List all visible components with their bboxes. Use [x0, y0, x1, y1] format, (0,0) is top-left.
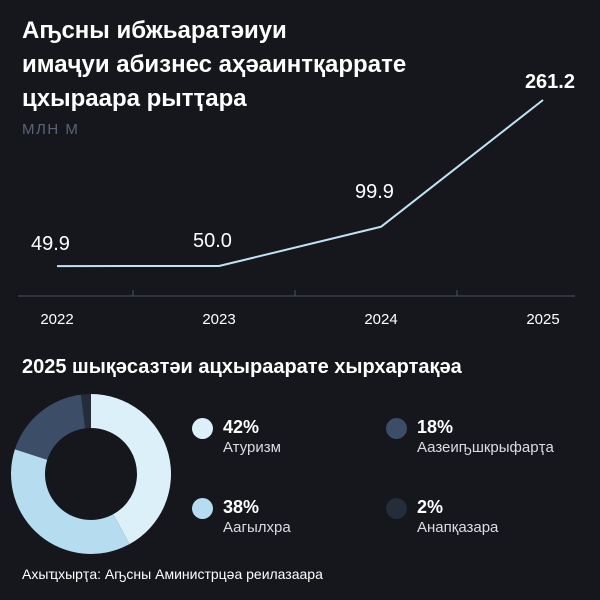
source-note: Ахыҵхырҭа: Аҧсны Аминистрцәа реилазаара: [22, 566, 323, 582]
series-line: [56, 99, 544, 268]
slice-tourism: [91, 394, 172, 545]
legend-pct-tourism: 42%: [223, 417, 260, 437]
line-chart: 2022 2023 2024 2025 49.9 50.0 99.9 261.2: [18, 71, 575, 328]
data-label: 261.2: [525, 71, 575, 93]
data-label: 50.0: [193, 230, 232, 252]
legend-label-other: Анапқазара: [417, 519, 499, 536]
title-line-2: имаҷуи абизнес аҳәаинтқаррате: [22, 51, 407, 78]
legend-swatch-agriculture: [192, 498, 213, 519]
legend-pct-agriculture: 38%: [223, 497, 260, 517]
x-tick-label: 2025: [526, 311, 559, 328]
x-tick-label: 2024: [364, 311, 397, 328]
donut-chart: [10, 394, 172, 554]
legend-label-agriculture: Аагылхра: [223, 519, 291, 536]
legend-swatch-tourism: [192, 418, 213, 439]
legend-label-tourism: Атуризм: [223, 439, 281, 456]
unit-label: МЛН М: [22, 121, 80, 138]
x-tick-label: 2022: [40, 311, 73, 328]
title-line-1: Аҧсны ибжьаратәиуи: [22, 17, 287, 44]
slice-manufacturing: [14, 394, 86, 460]
title-line-3: цхыраара рытҭара: [22, 85, 247, 112]
legend-label-manufacturing: Аазеиҧшкрыфарҭа: [417, 439, 554, 456]
slice-agriculture: [10, 449, 130, 554]
data-label: 99.9: [355, 181, 394, 203]
x-tick-label: 2023: [202, 311, 235, 328]
legend-swatch-other: [386, 498, 407, 519]
chart-title: Аҧсны ибжьаратәиуи имаҷуи абизнес аҳәаин…: [22, 14, 502, 116]
slice-other: [80, 394, 91, 429]
data-label: 49.9: [31, 233, 70, 255]
legend-swatch-manufacturing: [386, 418, 407, 439]
section-title: 2025 шықәсазтәи ацхыраарате хырхартақәа: [22, 356, 462, 378]
legend-pct-other: 2%: [417, 497, 444, 517]
legend-pct-manufacturing: 18%: [417, 417, 454, 437]
